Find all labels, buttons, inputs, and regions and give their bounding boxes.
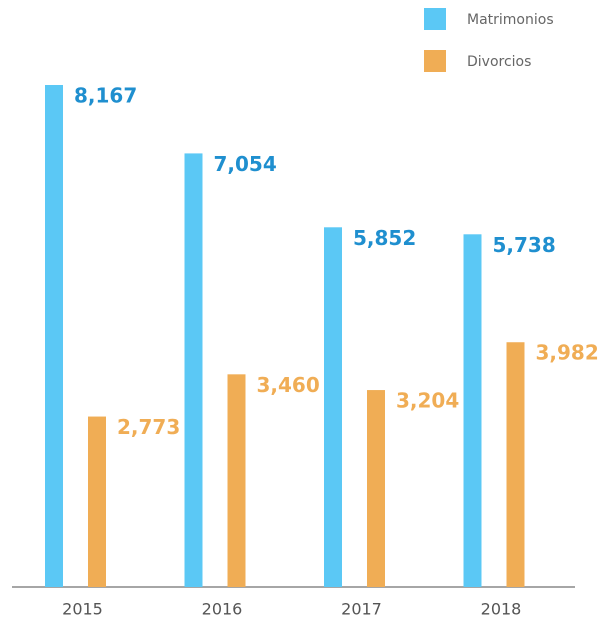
bar [184,153,203,587]
value-label: 5,852 [353,226,416,250]
value-label: 3,204 [396,389,459,413]
legend-swatch [424,50,446,72]
x-tick-label: 2017 [341,600,382,619]
legend-swatch [424,8,446,30]
value-label: 8,167 [74,84,137,108]
legend-label: Divorcios [467,54,531,70]
x-tick-label: 2016 [202,600,243,619]
bar [45,85,63,587]
bar [463,234,482,588]
legend-label: Matrimonios [467,12,554,28]
value-label: 7,054 [214,152,277,176]
value-label: 3,982 [536,341,599,365]
x-tick-label: 2018 [481,600,522,619]
bar [227,374,246,587]
bar [506,342,525,587]
bar [324,227,342,587]
value-label: 3,460 [257,373,320,397]
bar [88,416,106,587]
bar [367,390,385,587]
x-tick-label: 2015 [62,600,103,619]
value-label: 2,773 [117,415,180,439]
value-label: 5,738 [493,233,556,257]
